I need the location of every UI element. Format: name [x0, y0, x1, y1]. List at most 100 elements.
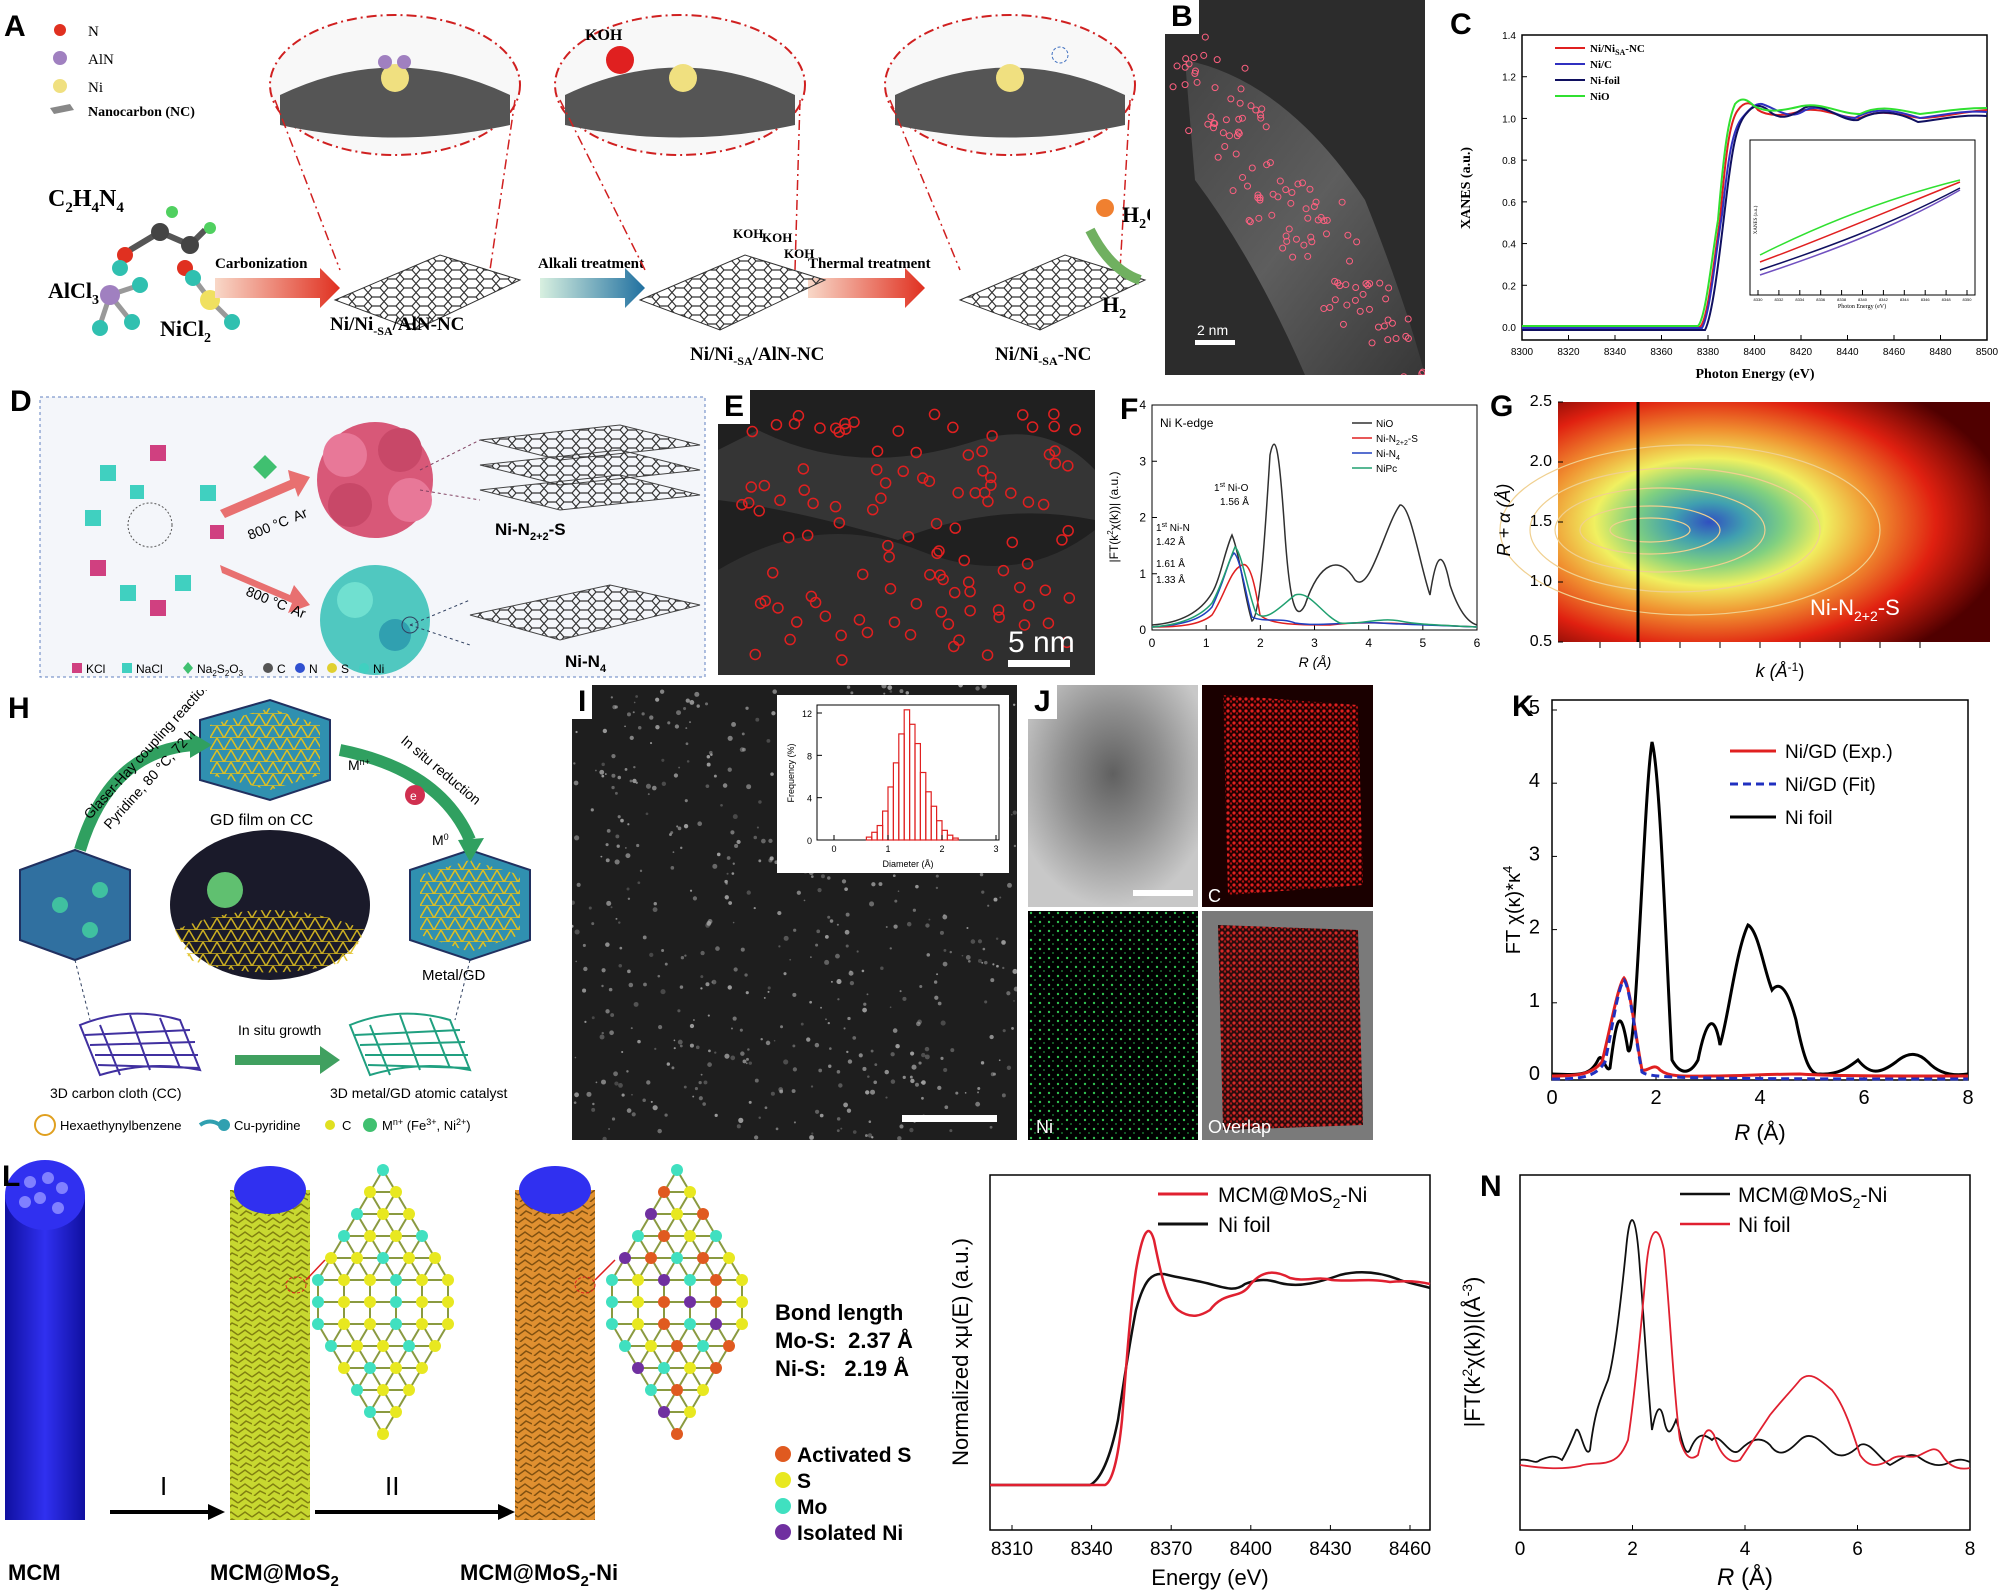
sheet-1 [333, 254, 522, 331]
d-product-1: Ni-N2+2-S [495, 520, 566, 543]
l-lattice-mos2 [312, 1164, 454, 1440]
panel-e-label: E [718, 390, 751, 424]
x-tick-label: 8336 [1816, 297, 1826, 302]
k-frame [1551, 699, 1969, 1081]
n-legend-2: Ni foil [1738, 1214, 1791, 1237]
x-tick-label: 8400 [1743, 347, 1766, 358]
scale-text-b: 2 nm [1197, 322, 1228, 338]
y-tick-label: 0.5 [1530, 633, 1552, 650]
y-tick-label: 3 [1139, 454, 1146, 468]
h-metal-cloth [348, 1012, 472, 1077]
h-growth: In situ growth [238, 1022, 321, 1038]
panel-l-label: L [2, 1160, 21, 1193]
x-tick-label: 6 [1858, 1087, 1869, 1109]
l-bond-title: Bond length [775, 1300, 903, 1325]
x-tick-label: 0 [831, 844, 836, 854]
legend-aln: AlN [88, 52, 114, 68]
m-xlabel: Energy (eV) [1151, 1565, 1268, 1590]
panel-k-chart: 5 4 3 2 1 00 2 4 6 8 FT χ(κ)*κ4 R (Å) Ni/GD (Exp.… [1500, 697, 1974, 1145]
c-inset-xlabel: Photon Energy (eV) [1838, 303, 1886, 310]
x-tick-label: 8480 [1929, 347, 1952, 358]
carbonization-arrow [215, 268, 340, 308]
y-tick-label: 4 [1139, 398, 1146, 412]
scale-bar-j [1133, 890, 1193, 896]
l-bond-mos: Mo-S: 2.37 Å [775, 1327, 913, 1353]
d-arrow-2 [220, 565, 310, 613]
f-ann-nio: 1st Ni-O [1214, 482, 1249, 494]
atom-bright-spots [572, 685, 1017, 1140]
svg-text:Ni: Ni [373, 662, 384, 676]
product-2: Ni/Ni-SA/AlN-NC [690, 344, 824, 368]
step-thermal: Thermal treatment [808, 256, 931, 272]
y-tick-label: 0 [1139, 623, 1146, 637]
koh-3: KOH [762, 230, 792, 245]
panel-h: GD film on CC Metal/GD Glaser-Hay coupli… [0, 690, 560, 1145]
y-tick-label: 0.8 [1502, 156, 1516, 167]
c-inset-ylabel: XANES (a.u.) [1754, 205, 1759, 234]
h-mn: Mn+ [348, 757, 370, 773]
h-legend: Hexaethynylbenzene Cu-pyridine C Mn+ (Fe… [34, 1114, 471, 1136]
x-tick-label: 8 [1962, 1087, 1973, 1109]
x-tick-label: 8500 [1976, 347, 1999, 358]
x-tick-label: 6 [1474, 636, 1481, 650]
thermal-arrow [808, 268, 925, 308]
y-tick-label: 5 [1529, 697, 1540, 719]
product-3: Ni/Ni-SA-NC [995, 344, 1091, 368]
x-tick-label: 4 [1754, 1087, 1765, 1109]
svg-text:N: N [309, 662, 318, 676]
y-tick-label: 0.6 [1502, 198, 1516, 209]
f-series-nio [1151, 443, 1478, 626]
x-tick-label: 0 [1149, 636, 1156, 650]
x-tick-label: 8460 [1883, 347, 1906, 358]
x-tick-label: 8342 [1879, 297, 1889, 302]
panel-n: 0 2 4 6 8 |FT(k2χ(k))|(Å-3) R (Å) MCM@MoS2-N… [1440, 1160, 2000, 1596]
panel-d-label: D [10, 385, 32, 418]
svg-text:Cu-pyridine: Cu-pyridine [234, 1118, 300, 1133]
h-catalyst: 3D metal/GD atomic catalyst [330, 1085, 507, 1101]
x-tick-label: 4 [1740, 1539, 1751, 1560]
precursor-molecule [117, 206, 216, 276]
d-na2s2o3-marker [253, 455, 277, 479]
k-legend-1: Ni/GD (Exp.) [1785, 742, 1893, 763]
x-tick-label: 8460 [1389, 1539, 1431, 1560]
g-ylabel: R + α (Å) [1494, 484, 1514, 557]
n-ylabel: |FT(k2χ(k))|(Å-3) [1459, 1277, 1485, 1428]
f-edge: Ni K-edge [1160, 416, 1214, 430]
panel-j: C Ni Overlap J [1028, 685, 1373, 1140]
l-legend-1: Activated S [797, 1444, 911, 1467]
d-flower-particle [317, 422, 433, 538]
x-tick-label: 8332 [1774, 297, 1784, 302]
j-map-ni [1028, 911, 1198, 1140]
l-bond-nis: Ni-S: 2.19 Å [775, 1355, 909, 1381]
y-tick-label: 8 [807, 751, 812, 761]
x-tick-label: 8350 [1963, 297, 1973, 302]
scale-bar-i [902, 1115, 997, 1122]
h2o-label: H2O [1122, 202, 1150, 232]
h-cc: 3D carbon cloth (CC) [50, 1085, 182, 1101]
x-tick-label: 8344 [1900, 297, 1910, 302]
h-m0: M0 [432, 832, 449, 848]
y-tick-label: 1 [1529, 990, 1540, 1012]
d-sheets-ni-n22s [479, 424, 701, 511]
m-series-nifoil [990, 1271, 1431, 1487]
f-legend-3: Ni-N4 [1376, 449, 1400, 462]
legend-nc: Nanocarbon (NC) [88, 105, 195, 120]
l-name-mcm: MCM [8, 1560, 61, 1585]
x-tick-label: 3 [993, 844, 998, 854]
alkali-arrow [540, 268, 645, 308]
y-tick-label: 4 [1529, 770, 1540, 792]
x-tick-label: 8370 [1150, 1539, 1192, 1560]
d-product-2: Ni-N4 [565, 652, 607, 675]
x-tick-label: 8338 [1837, 297, 1847, 302]
f-ann-nio-val: 1.56 Å [1220, 495, 1249, 508]
sheet-3 [958, 254, 1147, 331]
panel-l: MCM I MCM@MoS2 II MCM@MoS2-Ni Bond lengt… [0, 1160, 940, 1596]
n-series-mcm [1519, 1219, 1971, 1467]
panel-m-chart: 8310 8340 8370 8400 8430 8460 Normalized xμ(E… [948, 1174, 1431, 1590]
x-tick-label: 3 [1311, 636, 1318, 650]
c-legend-2: Ni/C [1590, 59, 1612, 71]
c-series-nio [1522, 98, 1988, 327]
y-tick-label: 2 [1529, 917, 1540, 939]
f-ann-133: 1.33 Å [1156, 573, 1185, 586]
